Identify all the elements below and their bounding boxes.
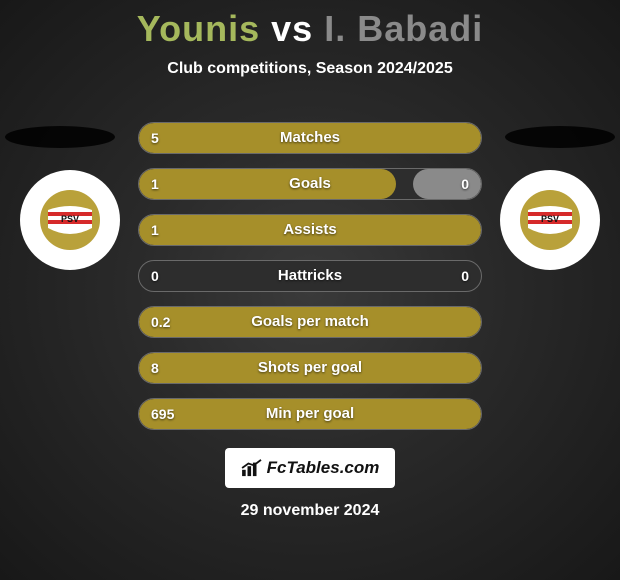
player1-name: Younis bbox=[137, 8, 260, 49]
stat-row: 10Goals bbox=[138, 168, 482, 200]
stat-bars: 5Matches 10Goals 1Assists 00Hattricks 0.2Goa… bbox=[138, 122, 482, 444]
team-badge-right: PSV bbox=[500, 170, 600, 270]
stat-row: 0.2Goals per match bbox=[138, 306, 482, 338]
brand-box: FcTables.com bbox=[225, 448, 395, 488]
vs-text: vs bbox=[271, 8, 313, 49]
stat-label: Goals per match bbox=[139, 307, 481, 337]
subtitle: Club competitions, Season 2024/2025 bbox=[0, 60, 620, 78]
shadow-left bbox=[5, 126, 115, 148]
stat-row: 8Shots per goal bbox=[138, 352, 482, 384]
date-text: 29 november 2024 bbox=[0, 502, 620, 520]
psv-logo-icon: PSV bbox=[518, 188, 582, 252]
psv-logo-icon: PSV bbox=[38, 188, 102, 252]
brand-chart-icon bbox=[241, 459, 263, 477]
stat-label: Min per goal bbox=[139, 399, 481, 429]
stat-row: 00Hattricks bbox=[138, 260, 482, 292]
stat-label: Goals bbox=[139, 169, 481, 199]
stat-row: 5Matches bbox=[138, 122, 482, 154]
player2-name: I. Babadi bbox=[324, 8, 483, 49]
stat-row: 695Min per goal bbox=[138, 398, 482, 430]
brand-text: FcTables.com bbox=[267, 458, 380, 478]
shadow-right bbox=[505, 126, 615, 148]
stat-label: Hattricks bbox=[139, 261, 481, 291]
stat-label: Matches bbox=[139, 123, 481, 153]
stat-row: 1Assists bbox=[138, 214, 482, 246]
team-badge-left: PSV bbox=[20, 170, 120, 270]
svg-text:PSV: PSV bbox=[541, 214, 559, 224]
stat-label: Assists bbox=[139, 215, 481, 245]
svg-text:PSV: PSV bbox=[61, 214, 79, 224]
stat-label: Shots per goal bbox=[139, 353, 481, 383]
comparison-title: Younis vs I. Babadi bbox=[0, 0, 620, 50]
